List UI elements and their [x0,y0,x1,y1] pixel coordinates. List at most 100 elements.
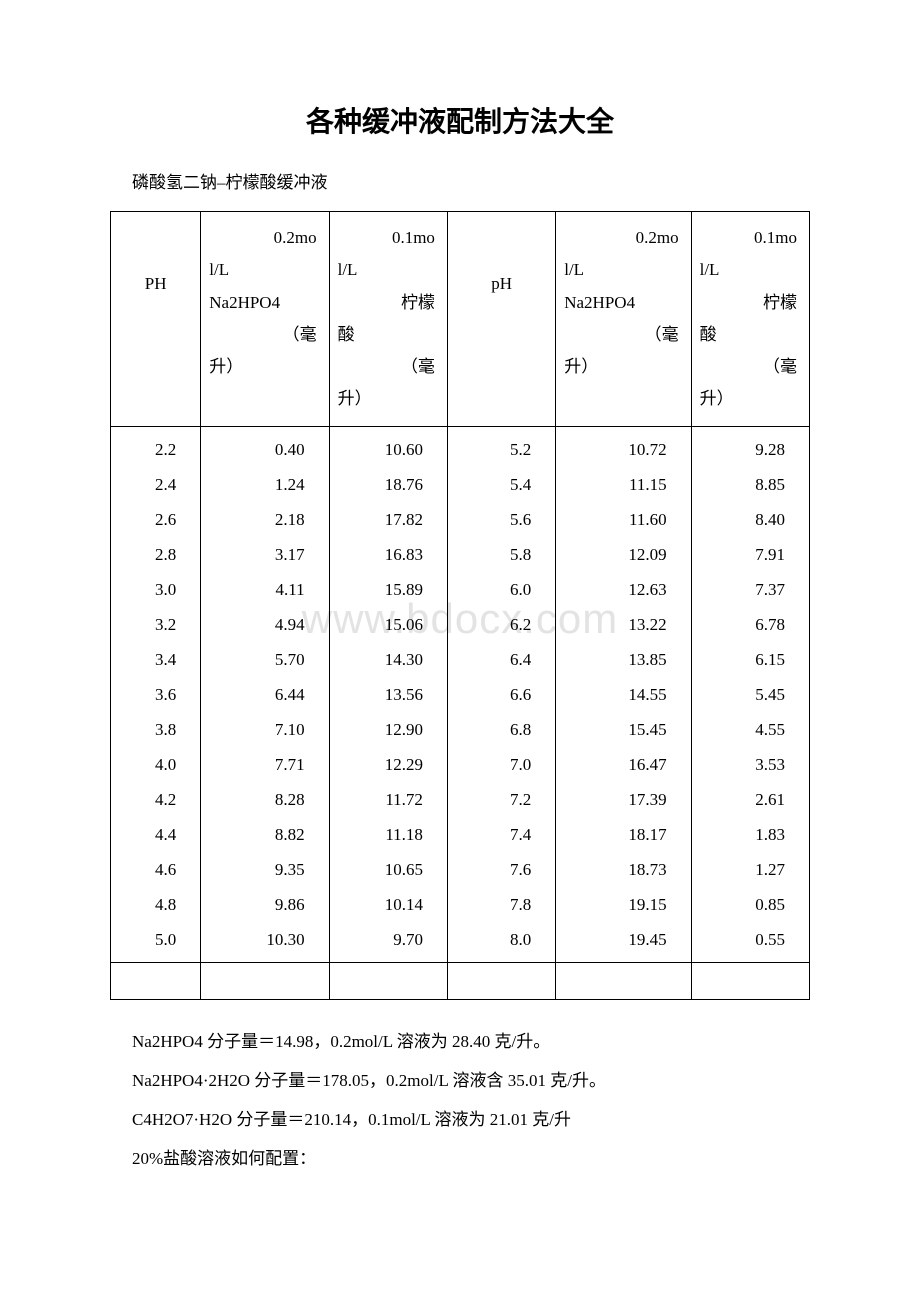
table-cell: 9.35 [201,852,329,887]
table-cell: 12.90 [329,712,447,747]
note-line: Na2HPO4 分子量＝14.98，0.2mol/L 溶液为 28.40 克/升… [132,1022,810,1061]
table-cell: 5.70 [201,642,329,677]
table-cell: 10.14 [329,887,447,922]
table-cell: 0.40 [201,426,329,467]
table-cell: 3.4 [111,642,201,677]
table-cell: 9.70 [329,922,447,963]
hdr-frag: l/L [564,254,682,286]
table-cell: 16.83 [329,537,447,572]
table-cell: 13.85 [556,642,691,677]
table-cell: 3.17 [201,537,329,572]
table-cell: 3.53 [691,747,809,782]
table-cell: 15.89 [329,572,447,607]
table-cell: 2.6 [111,502,201,537]
table-cell: 8.40 [691,502,809,537]
table-cell: 5.2 [447,426,555,467]
col-header-na2hpo4-right: 0.2mo l/L Na2HPO4 （毫 升） [556,212,691,427]
note-line: 20%盐酸溶液如何配置： [132,1139,810,1178]
hdr-frag: 升） [338,383,439,415]
table-cell: 11.72 [329,782,447,817]
table-cell: 4.6 [111,852,201,887]
hdr-frag: （毫 [700,351,801,383]
table-cell: 5.8 [447,537,555,572]
table-cell: 2.61 [691,782,809,817]
hdr-frag: 升） [209,351,320,383]
table-cell: 17.82 [329,502,447,537]
table-cell: 3.8 [111,712,201,747]
hdr-frag: 0.2mo [209,222,320,254]
table-cell: 14.55 [556,677,691,712]
note-line: C4H2O7·H2O 分子量＝210.14，0.1mol/L 溶液为 21.01… [132,1100,810,1139]
table-cell: 11.15 [556,467,691,502]
empty-cell [447,962,555,999]
hdr-frag: 升） [700,383,801,415]
table-cell: 6.8 [447,712,555,747]
table-cell: 5.4 [447,467,555,502]
hdr-frag: l/L [209,254,320,286]
table-cell: 14.30 [329,642,447,677]
table-cell: 6.0 [447,572,555,607]
notes-section: Na2HPO4 分子量＝14.98，0.2mol/L 溶液为 28.40 克/升… [132,1022,810,1178]
col-header-ph-left: PH [111,212,201,427]
empty-cell [556,962,691,999]
table-cell: 6.78 [691,607,809,642]
table-cell: 9.28 [691,426,809,467]
table-cell: 15.06 [329,607,447,642]
col-header-na2hpo4-left: 0.2mo l/L Na2HPO4 （毫 升） [201,212,329,427]
table-cell: 4.0 [111,747,201,782]
table-cell: 3.2 [111,607,201,642]
hdr-frag: 柠檬 [338,287,439,319]
table-cell: 13.22 [556,607,691,642]
table-cell: 8.28 [201,782,329,817]
table-cell: 3.6 [111,677,201,712]
hdr-frag: 柠檬 [700,287,801,319]
table-cell: 10.30 [201,922,329,963]
table-cell: 7.8 [447,887,555,922]
table-cell: 8.85 [691,467,809,502]
table-cell: 7.0 [447,747,555,782]
table-cell: 6.15 [691,642,809,677]
table-cell: 11.18 [329,817,447,852]
hdr-frag: （毫 [338,351,439,383]
table-cell: 9.86 [201,887,329,922]
table-cell: 6.4 [447,642,555,677]
hdr-frag: Na2HPO4 [209,287,320,319]
table-cell: 16.47 [556,747,691,782]
table-cell: 5.6 [447,502,555,537]
empty-cell [111,962,201,999]
table-cell: 18.73 [556,852,691,887]
table-cell: 4.8 [111,887,201,922]
table-cell: 12.63 [556,572,691,607]
hdr-frag: 酸 [338,319,439,351]
table-cell: 19.15 [556,887,691,922]
hdr-frag: （毫 [564,319,682,351]
empty-cell [201,962,329,999]
table-cell: 2.18 [201,502,329,537]
hdr-frag: 0.2mo [564,222,682,254]
hdr-frag: 酸 [700,319,801,351]
table-cell: 7.71 [201,747,329,782]
table-cell: 11.60 [556,502,691,537]
buffer-table: PH 0.2mo l/L Na2HPO4 （毫 升） 0.1mo l/L 柠檬 … [110,211,810,1000]
table-cell: 7.4 [447,817,555,852]
page-title: 各种缓冲液配制方法大全 [110,100,810,140]
table-cell: 1.24 [201,467,329,502]
table-cell: 2.2 [111,426,201,467]
hdr-frag: l/L [338,254,439,286]
table-cell: 6.44 [201,677,329,712]
table-cell: 10.72 [556,426,691,467]
table-cell: 13.56 [329,677,447,712]
table-cell: 7.37 [691,572,809,607]
hdr-frag: 升） [564,351,682,383]
table-cell: 1.27 [691,852,809,887]
table-cell: 6.6 [447,677,555,712]
col-header-citric-right: 0.1mo l/L 柠檬 酸 （毫 升） [691,212,809,427]
empty-cell [329,962,447,999]
table-cell: 4.55 [691,712,809,747]
table-cell: 2.8 [111,537,201,572]
table-cell: 19.45 [556,922,691,963]
table-cell: 4.2 [111,782,201,817]
table-cell: 7.10 [201,712,329,747]
table-cell: 7.91 [691,537,809,572]
table-cell: 1.83 [691,817,809,852]
